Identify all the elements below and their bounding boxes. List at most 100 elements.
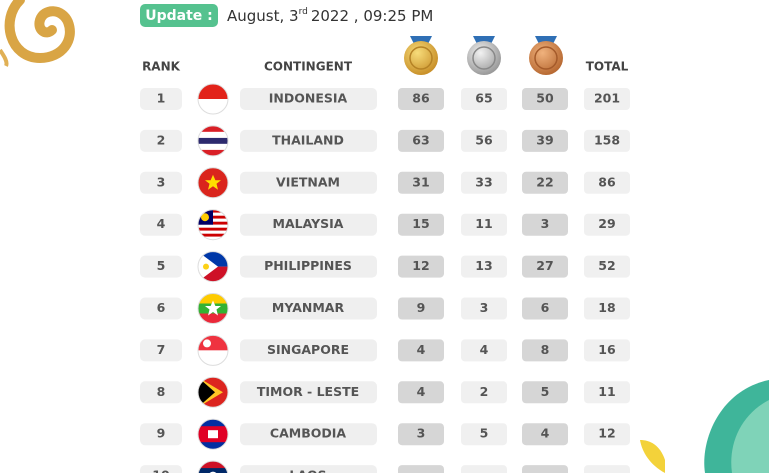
flag-part xyxy=(198,149,228,156)
total-count: 16 xyxy=(598,342,616,357)
update-label: Update : xyxy=(145,8,213,24)
flag-part xyxy=(198,313,228,324)
contingent-cell xyxy=(240,255,377,278)
country-flag xyxy=(198,335,228,366)
bronze-cell xyxy=(522,423,568,446)
gold-cell xyxy=(398,297,444,320)
silver-cell xyxy=(461,465,507,473)
bronze-count: 4 xyxy=(541,426,550,441)
gold-cell xyxy=(398,423,444,446)
bronze-cell xyxy=(522,465,568,473)
date-prefix: August, 3 xyxy=(227,7,299,25)
gold-cell xyxy=(398,213,444,236)
country-flag xyxy=(198,125,228,156)
total-count: 12 xyxy=(598,426,615,441)
rank: 5 xyxy=(157,258,166,273)
silver-count: 11 xyxy=(475,216,492,231)
total-cell xyxy=(584,88,630,110)
total-cell xyxy=(584,339,630,362)
country-flag xyxy=(198,377,228,408)
rank: 9 xyxy=(157,426,166,441)
bronze-cell xyxy=(522,297,568,320)
country-flag xyxy=(198,293,228,324)
bronze-cell xyxy=(522,381,568,404)
table-row: 5 PHILIPPINES 12 13 27 52 xyxy=(140,251,630,283)
total-cell xyxy=(584,465,630,473)
rank-cell xyxy=(140,339,182,362)
flag-part xyxy=(203,263,209,270)
contingent-cell xyxy=(240,171,377,194)
update-date: August, 3rd 2022 , 09:25 PM xyxy=(227,7,433,25)
table-row: 9 CAMBODIA 3 5 4 12 xyxy=(140,418,630,450)
gold-count: 12 xyxy=(412,258,429,273)
silver-cell xyxy=(461,423,507,446)
flag-part xyxy=(198,99,228,114)
bronze-cell xyxy=(522,171,568,194)
flag-part xyxy=(198,227,228,231)
flag-part xyxy=(198,461,228,473)
contingent: INDONESIA xyxy=(269,91,348,106)
contingent-header: CONTINGENT xyxy=(264,60,353,74)
silver-cell xyxy=(461,255,507,278)
silver-cell xyxy=(461,171,507,194)
total-count: 86 xyxy=(598,174,616,189)
bronze-count: 22 xyxy=(536,174,553,189)
table-row: 6 MYANMAR 9 3 6 18 xyxy=(140,293,630,324)
contingent: SINGAPORE xyxy=(267,342,349,357)
flag-rim xyxy=(197,334,229,366)
gold-count: 9 xyxy=(417,300,426,315)
contingent: MALAYSIA xyxy=(273,216,344,231)
silver-count: 4 xyxy=(480,342,489,357)
rank-cell xyxy=(140,423,182,446)
rank: 6 xyxy=(157,300,166,315)
flag-part xyxy=(198,84,228,99)
leaf-decoration xyxy=(640,380,769,473)
total-cell xyxy=(584,129,630,152)
silver-cell xyxy=(461,129,507,152)
update-badge xyxy=(140,4,218,27)
flag-part xyxy=(198,233,228,237)
silver-count: 2 xyxy=(480,384,489,399)
rank-cell xyxy=(140,213,182,236)
spiral-decoration xyxy=(0,0,75,67)
flag-rim xyxy=(197,376,229,408)
gold-count: 15 xyxy=(412,216,429,231)
bronze-cell xyxy=(522,339,568,362)
gold-cell xyxy=(398,465,444,473)
contingent: THAILAND xyxy=(272,132,344,147)
total-cell xyxy=(584,297,630,320)
flag-part xyxy=(198,293,228,304)
table-row: 8 TIMOR - LESTE 4 2 5 11 xyxy=(140,376,630,408)
bronze-cell xyxy=(522,129,568,152)
bronze-medal-icon xyxy=(529,36,563,75)
contingent: MYANMAR xyxy=(272,300,345,315)
flag-rim xyxy=(197,209,229,241)
bronze-count: 39 xyxy=(536,132,553,147)
bronze-cell xyxy=(522,255,568,278)
gold-cell xyxy=(398,339,444,362)
flag-part xyxy=(201,213,209,222)
rank: 8 xyxy=(157,384,166,399)
contingent-cell xyxy=(240,339,377,362)
total-count: 29 xyxy=(598,216,615,231)
total-count: 158 xyxy=(594,132,620,147)
contingent: TIMOR - LESTE xyxy=(257,384,359,399)
contingent-cell xyxy=(240,129,377,152)
silver-count: 56 xyxy=(475,132,493,147)
bronze-count: 6 xyxy=(541,300,550,315)
gold-count: 4 xyxy=(417,342,426,357)
bronze-cell xyxy=(522,213,568,236)
flag-rim xyxy=(197,251,229,283)
gold-count: 3 xyxy=(417,426,426,441)
contingent: CAMBODIA xyxy=(270,426,346,441)
silver-cell xyxy=(461,88,507,110)
silver-cell xyxy=(461,213,507,236)
date-superscript: rd xyxy=(299,7,308,17)
rank-header: RANK xyxy=(142,60,181,74)
gold-cell xyxy=(398,381,444,404)
silver-count: 33 xyxy=(475,174,492,189)
flag-rim xyxy=(197,125,229,157)
rank-cell xyxy=(140,297,182,320)
table-row: 2 THAILAND 63 56 39 158 xyxy=(140,125,630,157)
